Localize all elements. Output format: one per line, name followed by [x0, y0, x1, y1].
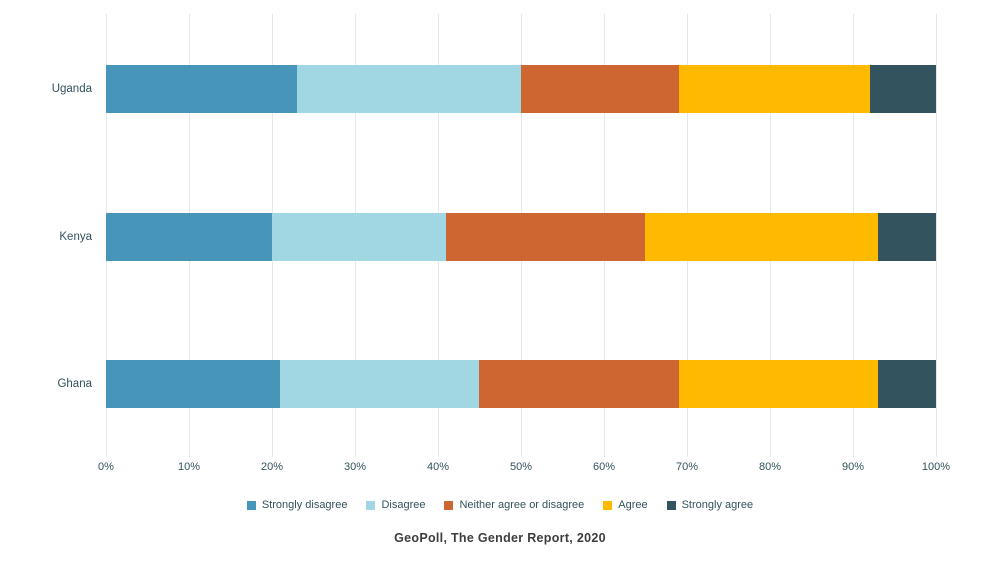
- bar-segment: [645, 213, 878, 261]
- bar-row-kenya: [106, 213, 936, 261]
- gridline: [936, 14, 937, 457]
- legend-swatch-icon: [666, 500, 676, 510]
- category-label: Uganda: [51, 83, 92, 95]
- bar-segment: [106, 213, 272, 261]
- legend-label: Strongly disagree: [261, 499, 348, 511]
- bar-segment: [106, 360, 281, 408]
- legend-item: Neither agree or disagree: [444, 499, 584, 511]
- x-tick-label: 30%: [343, 461, 367, 473]
- x-tick-label: 90%: [841, 461, 865, 473]
- legend: Strongly disagree Disagree Neither agree o…: [0, 499, 1000, 511]
- x-tick-label: 40%: [426, 461, 450, 473]
- bar-segment: [296, 65, 521, 113]
- bar-segment: [678, 65, 870, 113]
- bar-segment: [520, 65, 679, 113]
- bar-segment: [877, 360, 936, 408]
- x-tick-label: 80%: [758, 461, 782, 473]
- bar-segment: [678, 360, 878, 408]
- legend-swatch-icon: [366, 500, 376, 510]
- bar-segment: [877, 213, 936, 261]
- x-tick-label: 20%: [260, 461, 284, 473]
- bar-segment: [272, 213, 447, 261]
- legend-item: Strongly disagree: [246, 499, 348, 511]
- bar-segment: [869, 65, 936, 113]
- bar-segment: [479, 360, 679, 408]
- legend-swatch-icon: [246, 500, 256, 510]
- bar-segment: [446, 213, 646, 261]
- bar-row-ghana: [106, 360, 936, 408]
- category-label: Ghana: [57, 378, 92, 390]
- legend-swatch-icon: [444, 500, 454, 510]
- x-tick-label: 50%: [509, 461, 533, 473]
- legend-swatch-icon: [603, 500, 613, 510]
- legend-item: Disagree: [366, 499, 425, 511]
- plot-area: [106, 14, 937, 457]
- legend-label: Disagree: [381, 499, 426, 511]
- legend-label: Agree: [618, 499, 648, 511]
- category-label: Kenya: [59, 231, 92, 243]
- x-tick-label: 60%: [592, 461, 616, 473]
- source-caption: GeoPoll, The Gender Report, 2020: [394, 531, 606, 545]
- legend-label: Strongly agree: [681, 499, 754, 511]
- legend-item: Agree: [603, 499, 648, 511]
- x-tick-label: 10%: [177, 461, 201, 473]
- bar-row-uganda: [106, 65, 936, 113]
- bar-segment: [280, 360, 480, 408]
- x-axis: 0% 10% 20% 30% 40% 50% 60% 70% 80% 90% 100%: [98, 461, 950, 477]
- x-tick-label: 70%: [675, 461, 699, 473]
- x-tick-label: 0%: [98, 461, 114, 473]
- x-tick-label: 100%: [921, 461, 951, 473]
- bar-segment: [106, 65, 297, 113]
- legend-label: Neither agree or disagree: [459, 499, 585, 511]
- legend-item: Strongly agree: [666, 499, 754, 511]
